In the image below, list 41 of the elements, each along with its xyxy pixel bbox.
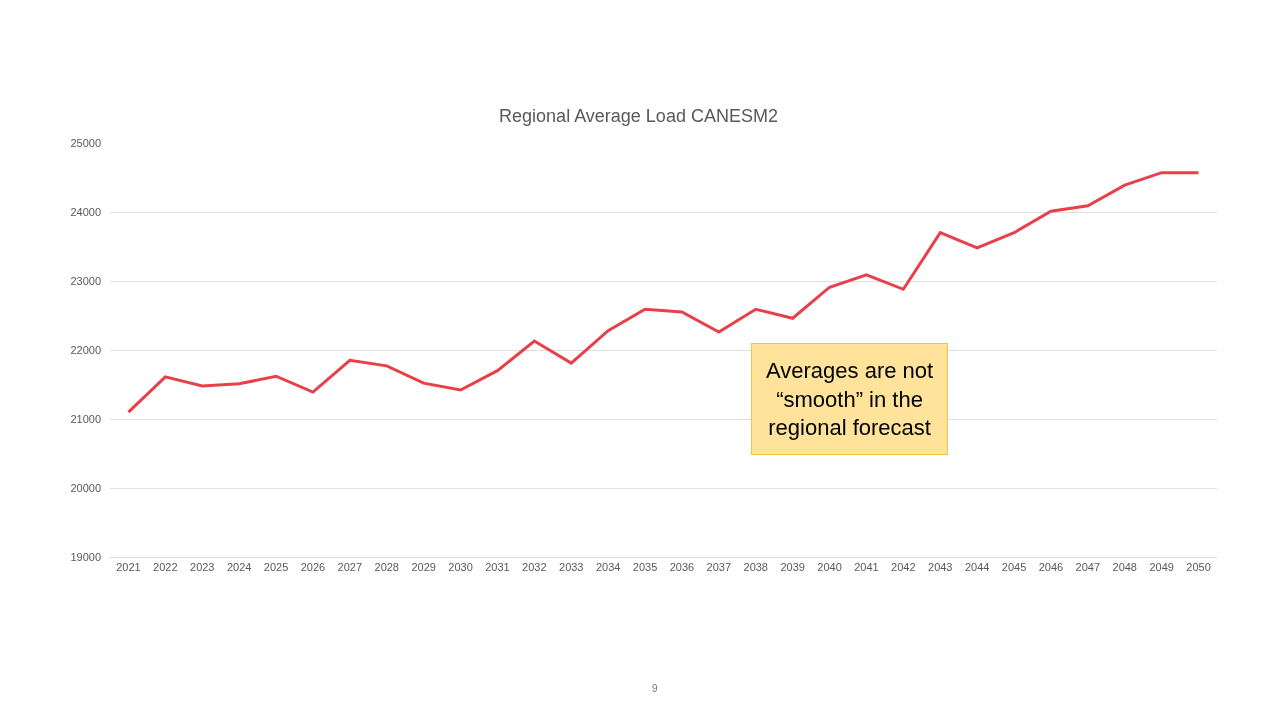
x-tick-label: 2040	[817, 561, 842, 574]
x-tick-label: 2048	[1112, 561, 1137, 574]
x-tick-label: 2023	[190, 561, 215, 574]
x-tick-label: 2029	[411, 561, 436, 574]
y-tick-label: 25000	[70, 136, 101, 149]
x-tick-label: 2042	[891, 561, 916, 574]
line-series	[126, 171, 1201, 414]
x-tick-label: 2039	[780, 561, 805, 574]
x-tick-label: 2044	[964, 561, 990, 574]
x-tick-label: 2027	[337, 561, 363, 574]
y-tick-label: 24000	[70, 205, 101, 218]
y-tick-label: 20000	[70, 481, 101, 494]
annotation: Averages are not “smooth” in the regional forecast	[766, 358, 934, 441]
y-tick-label: 23000	[70, 274, 101, 287]
x-tick-label: 2033	[559, 561, 584, 574]
x-tick-label: 2028	[374, 561, 399, 574]
x-tick-label: 2024	[226, 561, 252, 574]
x-tick-label: 2034	[595, 561, 621, 574]
x-tick-label: 2050	[1186, 561, 1211, 574]
x-tick-label: 2043	[928, 561, 953, 574]
x-tick-label: 2047	[1075, 561, 1101, 574]
x-tick-label: 2026	[300, 561, 326, 574]
x-tick-label: 2025	[263, 561, 289, 574]
x-tick-label: 2035	[632, 561, 658, 574]
x-tick-label: 2021	[116, 561, 141, 574]
x-tick-label: 2041	[854, 561, 879, 574]
y-tick-label: 22000	[70, 343, 101, 356]
x-tick-label: 2046	[1038, 561, 1064, 574]
x-tick-label: 2032	[522, 561, 547, 574]
x-tick-label: 2045	[1001, 561, 1027, 574]
x-tick-label: 2022	[153, 561, 178, 574]
x-tick-label: 2030	[448, 561, 473, 574]
text: 9	[652, 683, 658, 694]
x-tick-label: 2036	[669, 561, 695, 574]
y-tick-label: 21000	[70, 412, 101, 425]
x-tick-label: 2031	[485, 561, 510, 574]
chart-title: Regional Average Load CANESM2	[499, 106, 778, 127]
x-tick-label: 2037	[706, 561, 732, 574]
x-tick-label: 2038	[743, 561, 768, 574]
x-tick-label: 2049	[1149, 561, 1174, 574]
y-tick-label: 19000	[70, 550, 101, 563]
